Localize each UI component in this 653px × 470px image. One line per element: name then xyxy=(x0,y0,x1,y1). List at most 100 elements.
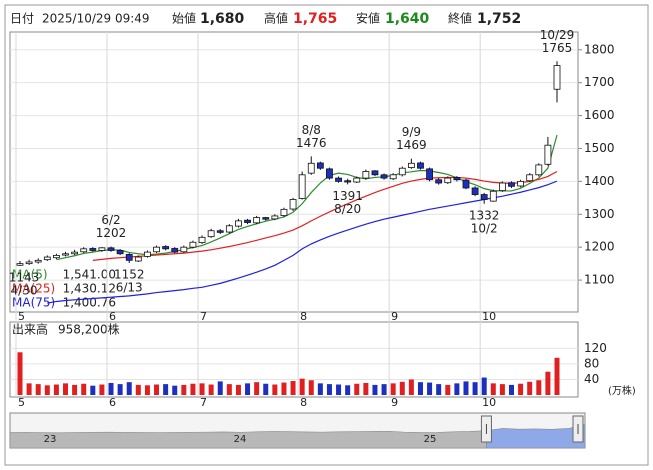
x-tick-label: 7 xyxy=(200,310,207,323)
x-tick-label: 8 xyxy=(300,396,307,409)
navigator-label: 23 xyxy=(44,434,57,445)
x-tick-label: 10 xyxy=(482,310,496,323)
candle-body xyxy=(134,256,142,262)
candle-body xyxy=(144,251,151,257)
candle-body xyxy=(480,194,488,200)
volume-bar xyxy=(554,357,560,395)
volume-current: 958,200株 xyxy=(58,322,120,337)
candle-body xyxy=(244,219,251,223)
annotation-value: 1143 xyxy=(9,270,40,284)
annotation-value: 1202 xyxy=(96,226,127,240)
volume-bar xyxy=(245,383,251,395)
candle-body xyxy=(435,179,443,184)
candle-body xyxy=(371,170,379,176)
volume-bar xyxy=(135,384,141,395)
legend-box xyxy=(11,266,117,311)
volume-bar xyxy=(17,352,23,395)
candle-body xyxy=(189,241,197,248)
candle-body xyxy=(407,162,415,168)
x-tick-label: 7 xyxy=(200,396,207,409)
candle-body xyxy=(344,180,352,183)
candle-body xyxy=(544,144,552,165)
candle-body xyxy=(253,217,261,224)
volume-bar xyxy=(63,383,69,395)
close-value: 1,752 xyxy=(477,11,521,27)
candle-body xyxy=(417,162,424,169)
volume-bar xyxy=(26,383,32,395)
volume-bar xyxy=(454,383,460,395)
volume-unit: (万株) xyxy=(608,384,636,397)
candle-body xyxy=(225,225,233,233)
x-tick-label: 9 xyxy=(391,310,398,323)
y-tick-label: 1400 xyxy=(584,174,615,188)
volume-bar xyxy=(372,384,378,395)
y-tick-label: 1800 xyxy=(584,42,615,56)
legend-value: 1,430.12 xyxy=(63,282,116,296)
volume-bar xyxy=(81,383,87,395)
volume-bar xyxy=(445,384,451,395)
volume-bar xyxy=(490,383,496,395)
candle-body xyxy=(125,254,133,261)
volume-bar xyxy=(272,384,278,395)
volume-bar xyxy=(108,382,114,395)
close-label: 終値 xyxy=(448,11,472,26)
candle-body xyxy=(353,177,361,183)
volume-bar xyxy=(44,385,50,395)
annotation-date: 8/20 xyxy=(334,202,361,216)
volume-bar xyxy=(199,383,205,395)
x-tick-label: 10 xyxy=(482,396,496,409)
volume-title: 出来高 xyxy=(12,322,48,337)
volume-bar xyxy=(499,384,505,395)
candle-body xyxy=(262,217,270,220)
candle-body xyxy=(162,246,170,250)
candle-body xyxy=(444,177,452,184)
volume-bar xyxy=(436,384,442,395)
volume-bar xyxy=(190,383,196,395)
navigator-selection xyxy=(486,424,586,449)
volume-bar xyxy=(53,384,59,395)
ma-line xyxy=(92,170,558,261)
volume-bar xyxy=(290,381,296,395)
candle-body xyxy=(535,164,543,176)
x-tick-label: 5 xyxy=(18,310,25,323)
candle-body xyxy=(526,174,534,182)
volume-bar xyxy=(527,381,533,395)
candle-body xyxy=(180,246,188,253)
low-label: 安値 xyxy=(356,11,380,26)
legend-name: MA(5) xyxy=(12,268,48,282)
candle-body xyxy=(62,253,69,256)
legend-value: 1,400.76 xyxy=(63,296,116,310)
volume-bar xyxy=(472,382,478,395)
x-tick-label: 9 xyxy=(391,396,398,409)
volume-bar xyxy=(72,384,78,395)
candle-body xyxy=(116,250,124,255)
volume-bar xyxy=(317,383,323,395)
volume-bar xyxy=(345,385,351,395)
candle-body xyxy=(316,162,324,169)
annotation-date: 10/29 xyxy=(540,28,575,42)
candle-body xyxy=(298,174,306,199)
x-tick-label: 6 xyxy=(109,396,116,409)
volume-bar xyxy=(336,384,342,395)
volume-bar xyxy=(427,382,433,395)
candle-body xyxy=(326,168,333,179)
candle-body xyxy=(280,208,288,216)
y-tick-label: 1100 xyxy=(584,273,615,287)
legend-value: 1,541.00 xyxy=(63,268,116,282)
candle-body xyxy=(517,180,524,187)
candle-body xyxy=(498,182,506,191)
annotation-value: 1332 xyxy=(469,208,500,222)
candle-body xyxy=(235,220,242,227)
candle-body xyxy=(98,247,106,251)
y-tick-label: 1700 xyxy=(584,75,615,89)
header: 日付 2025/10/29 09:49 始値 1,680 高値 1,765 安値… xyxy=(10,11,521,28)
annotation-value: 1765 xyxy=(542,41,573,55)
navigator-label: 25 xyxy=(424,434,437,445)
annotation-date: 6/2 xyxy=(101,213,120,227)
volume-bar xyxy=(263,383,269,395)
annotation-date: 6/13 xyxy=(116,280,143,294)
candle-body xyxy=(198,236,206,243)
price-panel xyxy=(9,31,579,313)
volume-bar xyxy=(235,384,241,395)
volume-bar xyxy=(226,384,232,395)
